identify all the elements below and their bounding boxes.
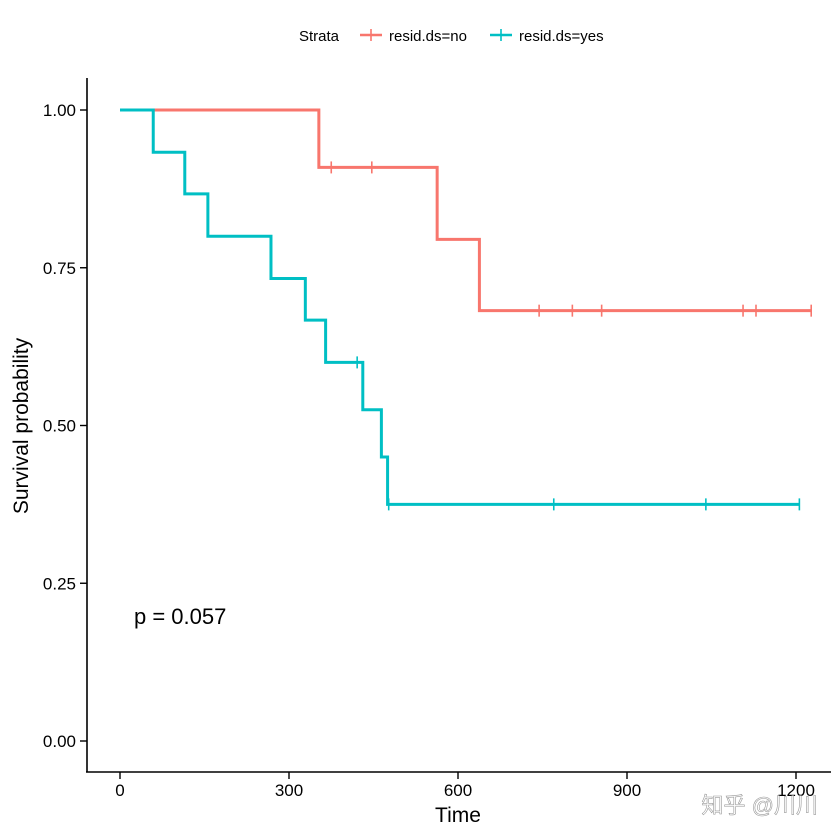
series-resid.ds=yes	[120, 108, 801, 511]
legend-item: resid.ds=yes	[490, 28, 604, 45]
legend-title: Strata	[299, 28, 340, 45]
x-tick-label: 0	[115, 781, 124, 800]
survival-curve-line	[120, 108, 800, 506]
watermark: 知乎 @川川	[702, 793, 818, 818]
x-tick-label: 900	[613, 781, 641, 800]
x-tick-label: 600	[444, 781, 472, 800]
y-axis-title: Survival probability	[10, 337, 33, 514]
survival-curve-line	[120, 108, 812, 313]
series-resid.ds=no	[120, 108, 813, 317]
x-axis-title: Time	[435, 804, 481, 827]
p-value-annotation: p = 0.057	[134, 604, 226, 629]
y-tick-label: 0.25	[43, 574, 76, 593]
series-layer	[120, 108, 813, 511]
legend-label: resid.ds=yes	[519, 28, 604, 45]
legend: Strata resid.ds=no resid.ds=yes	[299, 28, 604, 45]
y-tick-label: 1.00	[43, 101, 76, 120]
y-tick-label: 0.00	[43, 732, 76, 751]
x-axis-ticks: 0 300 600 900 1200	[115, 772, 815, 800]
x-tick-label: 300	[275, 781, 303, 800]
y-tick-label: 0.50	[43, 417, 76, 436]
y-axis-ticks: 0.00 0.25 0.50 0.75 1.00	[43, 101, 87, 751]
legend-label: resid.ds=no	[389, 28, 467, 45]
y-tick-label: 0.75	[43, 259, 76, 278]
legend-item: resid.ds=no	[360, 28, 467, 45]
x-tick-label: 1200	[777, 781, 815, 800]
